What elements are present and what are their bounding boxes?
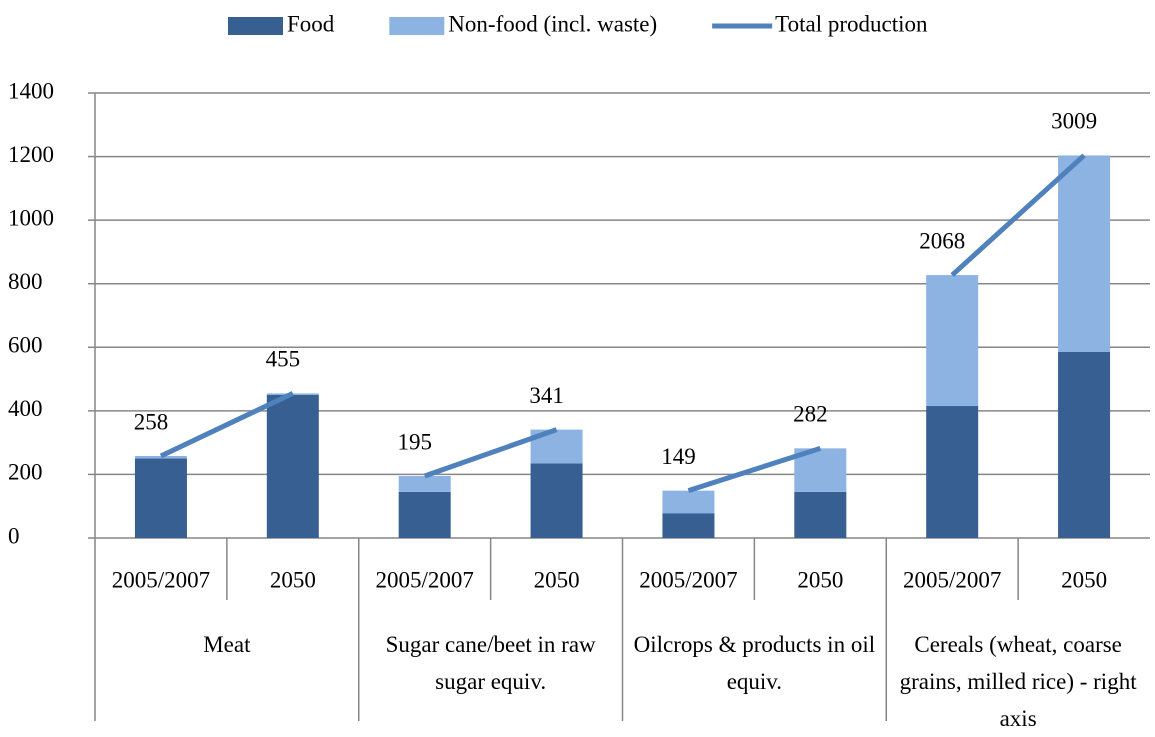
y-tick-label: 1000 — [8, 205, 54, 230]
legend-label: Total production — [775, 11, 928, 36]
y-tick-label: 600 — [8, 333, 43, 358]
bar — [662, 513, 715, 538]
bar — [1058, 351, 1111, 538]
bar — [1058, 155, 1111, 352]
legend-label: Non-food (incl. waste) — [448, 11, 657, 36]
data-label: 258 — [134, 409, 169, 434]
data-label: 3009 — [1051, 109, 1097, 134]
group-label: Meat — [203, 632, 251, 657]
bar — [134, 458, 187, 538]
x-tick-label: 2050 — [797, 567, 843, 592]
line — [687, 445, 822, 494]
bar — [530, 463, 583, 538]
x-tick-label: 2050 — [270, 567, 316, 592]
legend-swatch — [389, 17, 445, 35]
group-label: Sugar cane/beet in raw sugar equiv. — [385, 632, 596, 694]
x-tick-label: 2005/2007 — [903, 567, 1001, 592]
bar — [662, 490, 715, 514]
y-tick-label: 1200 — [8, 142, 54, 167]
group-label: Cereals (wheat, coarse grains, milled ri… — [899, 632, 1137, 731]
y-tick-label: 0 — [8, 523, 20, 548]
data-label: 282 — [793, 402, 828, 427]
bar — [134, 455, 187, 459]
x-tick-label: 2005/2007 — [375, 567, 473, 592]
bar — [398, 491, 451, 538]
y-tick-label: 200 — [8, 460, 43, 485]
bar — [926, 275, 979, 407]
y-tick-label: 800 — [8, 269, 43, 294]
x-tick-label: 2050 — [1061, 567, 1107, 592]
group-label: Oilcrops & products in oil equiv. — [633, 632, 876, 694]
x-tick-label: 2050 — [534, 567, 580, 592]
x-tick-label: 2005/2007 — [112, 567, 210, 592]
legend-swatch — [228, 17, 283, 35]
legend-label: Food — [287, 11, 335, 36]
bar — [794, 491, 847, 538]
data-label: 341 — [529, 383, 564, 408]
bar — [926, 406, 979, 538]
chart-svg: 0 200 400 600 800 1000 1200 1400 258 455 195 341 149… — [8, 11, 1150, 721]
y-tick-label: 1400 — [8, 78, 54, 103]
data-label: 149 — [661, 444, 696, 469]
data-label: 2068 — [919, 228, 965, 253]
chart: 0 200 400 600 800 1000 1200 1400 258 455 195 341 149… — [8, 11, 1150, 731]
line — [423, 427, 558, 479]
x-tick-label: 2005/2007 — [639, 567, 737, 592]
data-label: 195 — [397, 429, 432, 454]
line — [159, 391, 294, 459]
data-label: 455 — [266, 347, 301, 372]
y-tick-label: 400 — [8, 396, 43, 421]
bar — [266, 394, 319, 538]
line — [950, 153, 1086, 277]
bar — [398, 476, 451, 492]
